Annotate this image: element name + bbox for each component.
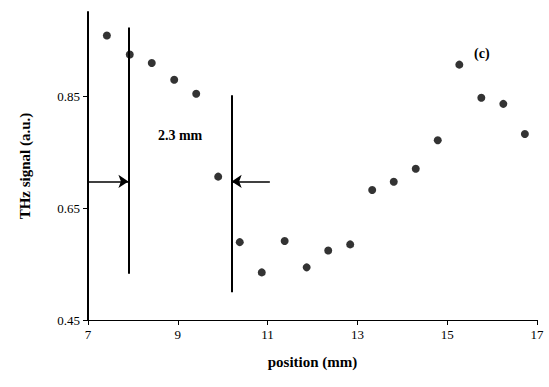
svg-text:2.3 mm: 2.3 mm [158,128,203,143]
svg-text:0.85: 0.85 [57,89,80,104]
svg-text:17: 17 [531,327,545,342]
svg-text:position (mm): position (mm) [268,354,358,371]
svg-text:0.65: 0.65 [57,201,80,216]
svg-text:7: 7 [85,327,92,342]
svg-text:0.45: 0.45 [57,313,80,328]
svg-text:(c): (c) [474,46,490,62]
svg-text:9: 9 [175,327,182,342]
svg-text:13: 13 [351,327,364,342]
svg-text:11: 11 [261,327,274,342]
svg-text:THz signal (a.u.): THz signal (a.u.) [17,113,34,220]
svg-text:15: 15 [441,327,454,342]
